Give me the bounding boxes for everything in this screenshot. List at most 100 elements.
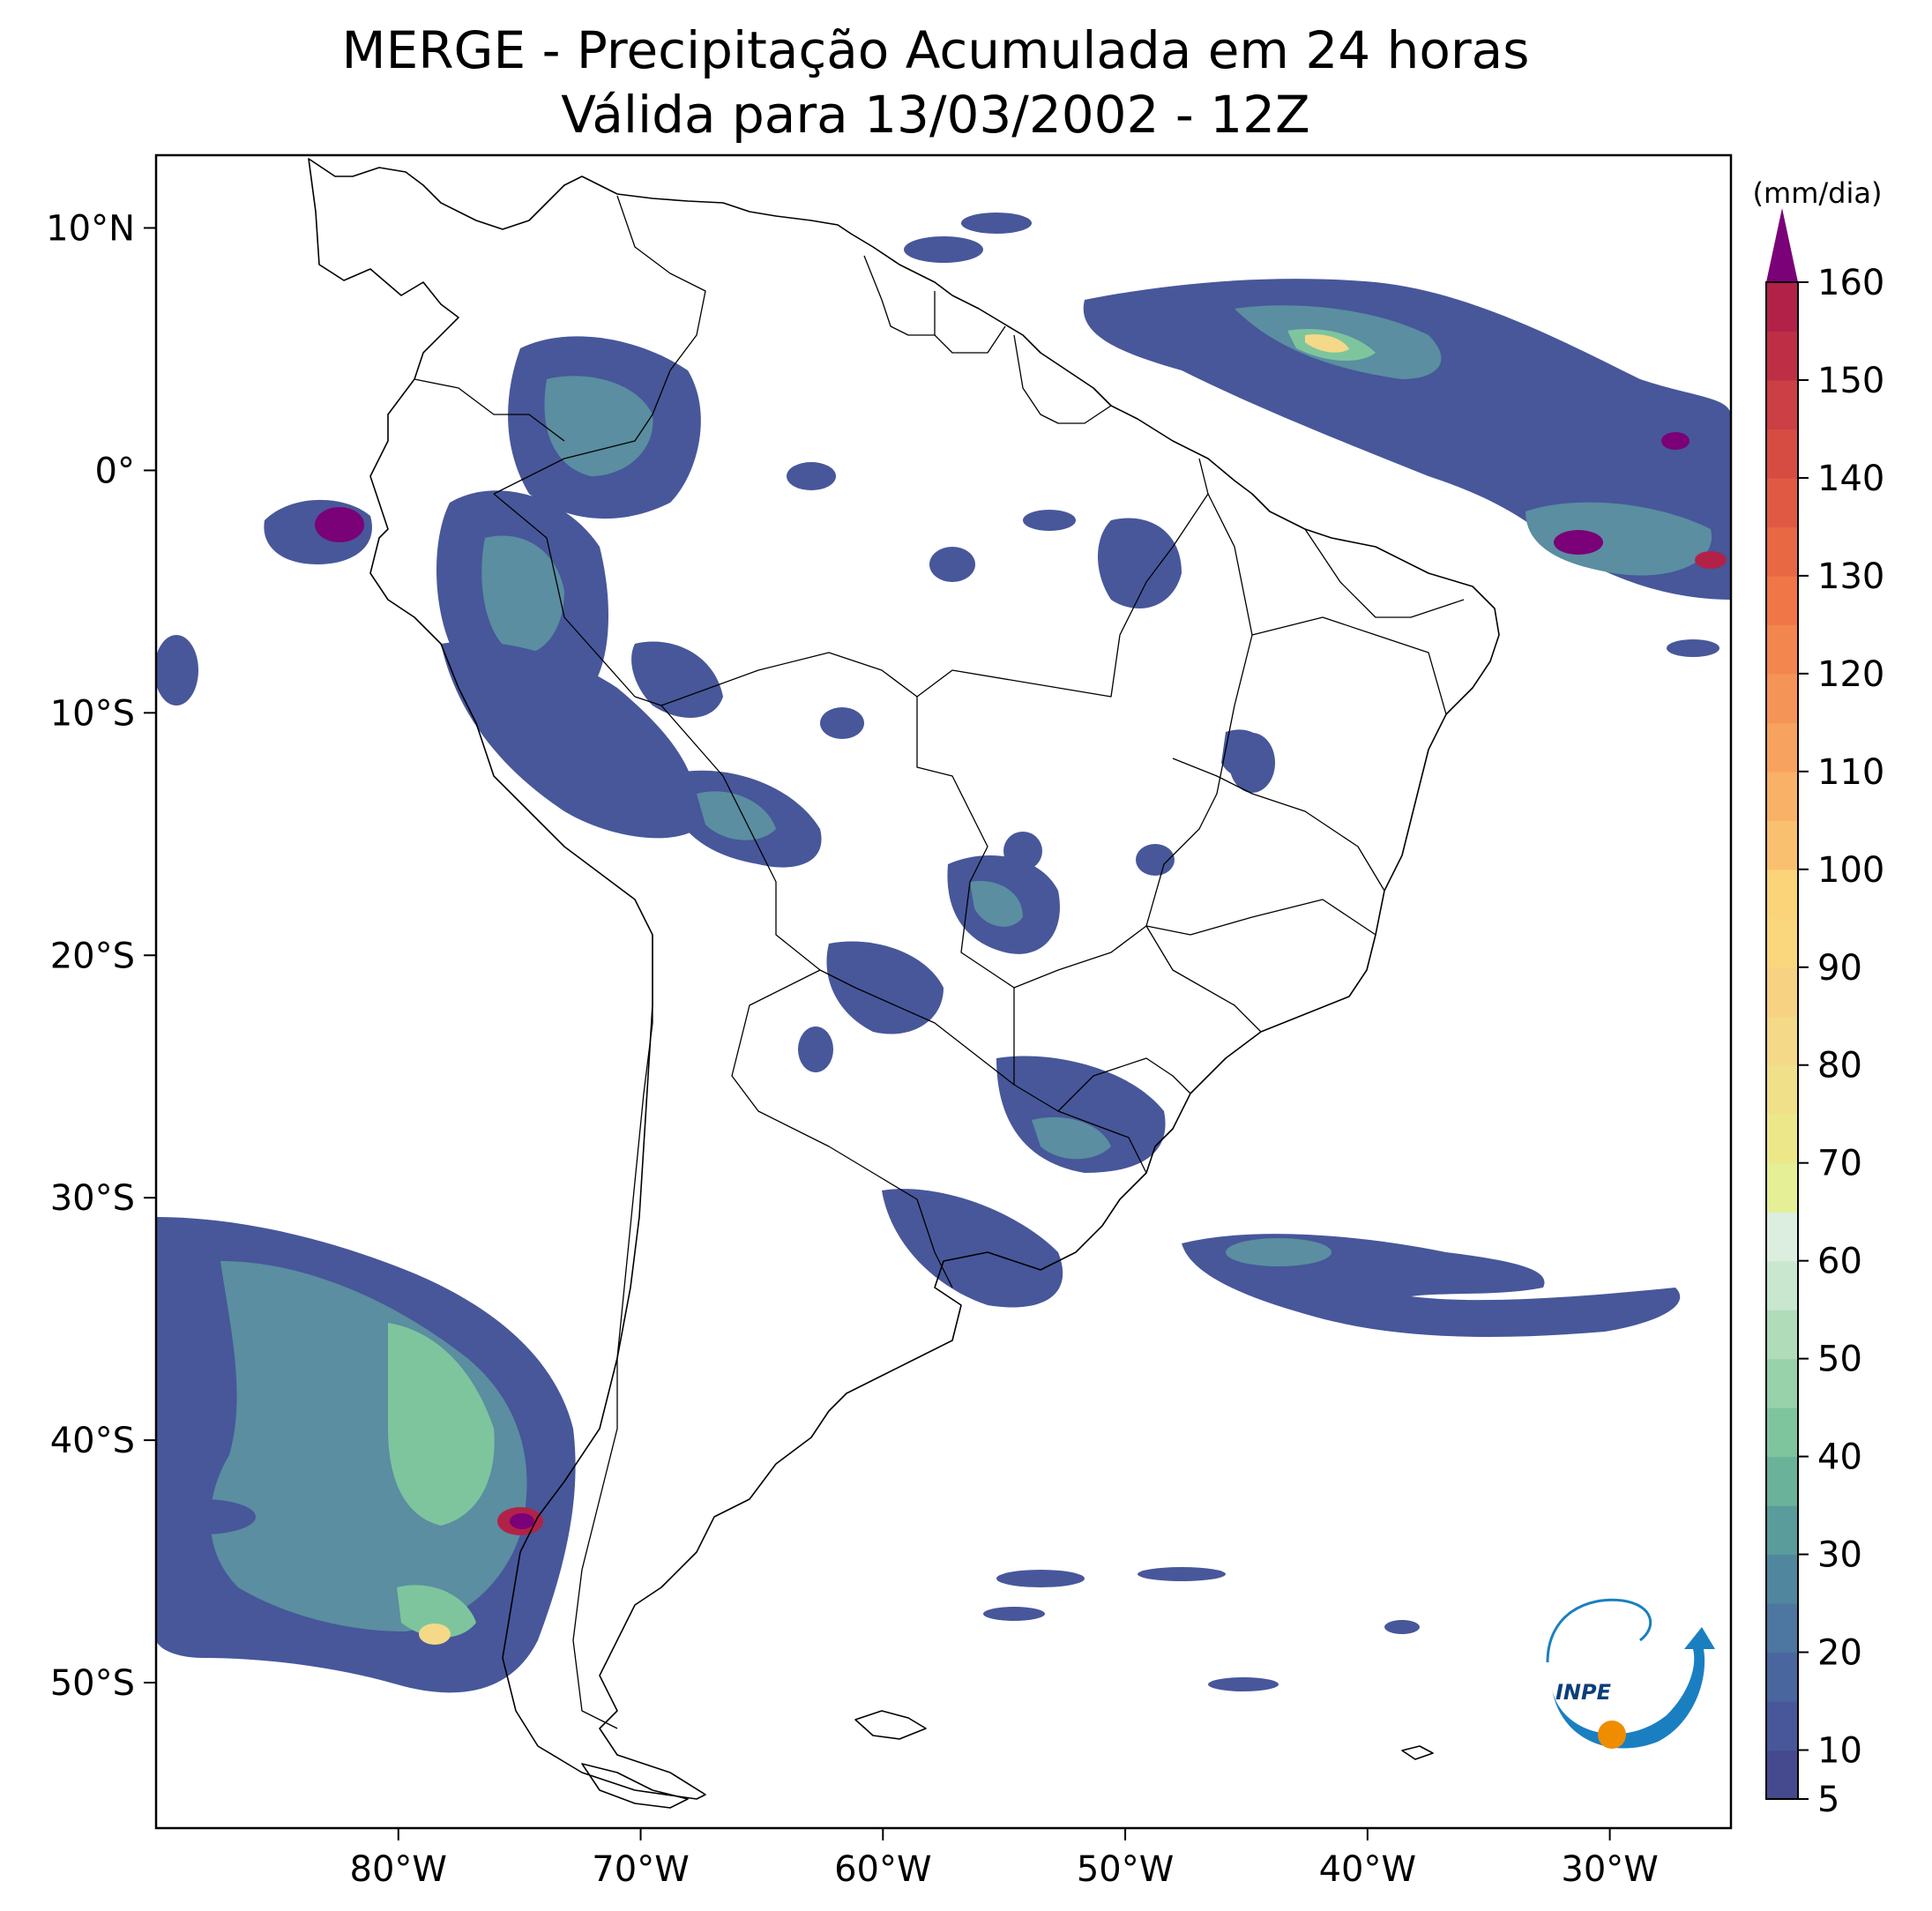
colorbar-band <box>1766 1358 1798 1408</box>
colorbar-tick-label: 140 <box>1817 459 1884 499</box>
map-area[interactable] <box>150 155 1731 1828</box>
precip-area <box>1695 551 1727 569</box>
colorbar-band <box>1766 477 1798 528</box>
precip-area <box>397 1585 476 1638</box>
border-line <box>1145 493 1262 1033</box>
colorbar-band <box>1766 1554 1798 1604</box>
lat-tick-label: 50°S <box>50 1663 135 1704</box>
precip-area <box>1305 334 1349 353</box>
precip-area <box>631 641 723 718</box>
border-line <box>731 969 953 1288</box>
colorbar-tick-label: 20 <box>1817 1633 1862 1674</box>
lat-tick-label: 30°S <box>50 1178 135 1219</box>
precip-area <box>1554 530 1603 555</box>
colorbar-band <box>1766 918 1798 968</box>
precip-area <box>510 1513 534 1529</box>
border-line <box>660 652 1147 1174</box>
border-line <box>1013 334 1112 424</box>
precip-area <box>1667 639 1719 657</box>
border-line <box>1251 616 1447 715</box>
latitude-axis: 10°N 0° 10°S 20°S 30°S 40°S 50°S <box>46 208 156 1704</box>
precip-area <box>904 236 983 263</box>
colorbar-band <box>1766 1114 1798 1164</box>
precip-area <box>1226 1238 1332 1266</box>
map-subtitle: Válida para 13/03/2002 - 12Z <box>561 85 1310 145</box>
south-georgia <box>1401 1745 1434 1760</box>
precip-area <box>996 1056 1166 1173</box>
colorbar-band <box>1766 1701 1798 1751</box>
colorbar-tick-label: 160 <box>1817 263 1884 303</box>
precip-area <box>820 707 864 739</box>
colorbar-band <box>1766 526 1798 577</box>
colorbar-extend-arrow <box>1766 208 1798 282</box>
precip-area <box>1136 844 1175 876</box>
precip-area <box>388 1323 495 1526</box>
colorbar-frame <box>1765 281 1799 1800</box>
colorbar-tick-label: 130 <box>1817 556 1884 597</box>
lon-tick-label: 50°W <box>1077 1849 1174 1890</box>
colorbar-band <box>1766 1603 1798 1653</box>
border-line <box>414 378 565 442</box>
border-line <box>493 493 750 830</box>
border-line <box>572 935 653 1729</box>
colorbar-bands <box>1766 282 1798 1800</box>
colorbar-band <box>1766 722 1798 773</box>
colorbar-band <box>1766 624 1798 675</box>
precip-area <box>156 1370 220 1416</box>
colorbar-tick-label: 110 <box>1817 752 1884 793</box>
colorbar-band <box>1766 429 1798 479</box>
precip-area <box>419 1624 451 1645</box>
coastline-south-america <box>308 158 1500 1800</box>
falkland-islands <box>854 1710 927 1740</box>
lat-tick-label: 40°S <box>50 1421 135 1461</box>
tierra-del-fuego <box>581 1763 689 1809</box>
colorbar-tick-label: 120 <box>1817 654 1884 695</box>
colorbar-band <box>1766 1310 1798 1360</box>
precip-area <box>1208 1677 1279 1691</box>
colorbar-tick-label: 70 <box>1817 1144 1862 1184</box>
precip-area <box>970 881 1023 927</box>
colorbar-ticks: 5 10 20 30 40 50 60 70 80 90 100 110 120 130 140 150 160 <box>1798 263 1884 1820</box>
border-line <box>493 195 706 495</box>
lon-tick-label: 70°W <box>592 1849 689 1890</box>
precip-area <box>156 635 198 705</box>
lat-tick-label: 10°S <box>50 693 135 734</box>
precip-area <box>315 507 364 542</box>
longitude-axis: 80°W 70°W 60°W 50°W 40°W 30°W <box>350 1828 1659 1890</box>
lat-tick-label: 0° <box>95 451 135 491</box>
colorbar-band <box>1766 1407 1798 1458</box>
border-line <box>1013 925 1147 989</box>
precip-area <box>1032 1116 1111 1160</box>
precip-area <box>1138 1567 1226 1581</box>
colorbar-band <box>1766 379 1798 430</box>
colorbar-tick-label: 80 <box>1817 1046 1862 1086</box>
precip-area <box>441 641 698 839</box>
colorbar-band <box>1766 673 1798 723</box>
lat-tick-label: 10°N <box>46 208 135 249</box>
colorbar-unit: (mm/dia) <box>1753 176 1883 210</box>
colorbar-band <box>1766 1016 1798 1066</box>
logo-arc <box>1546 1598 1652 1663</box>
colorbar-tick-label: 100 <box>1817 850 1884 891</box>
colorbar-band <box>1766 1456 1798 1506</box>
inpe-logo: INPE <box>1546 1598 1715 1749</box>
logo-swoosh <box>1552 1627 1715 1749</box>
country-borders <box>414 195 1465 1729</box>
precip-area <box>929 547 975 582</box>
colorbar-band <box>1766 1162 1798 1213</box>
colorbar-tick-label: 90 <box>1817 948 1862 989</box>
precip-area <box>697 791 776 840</box>
lon-tick-label: 40°W <box>1319 1849 1416 1890</box>
precip-area <box>826 941 944 1034</box>
colorbar-band <box>1766 575 1798 625</box>
logo-text: INPE <box>1555 1680 1612 1705</box>
precip-area <box>798 1026 833 1072</box>
precip-area <box>1229 733 1275 793</box>
precip-area <box>1023 510 1076 531</box>
colorbar-band <box>1766 331 1798 381</box>
precip-area <box>1525 502 1712 576</box>
map-title: MERGE - Precipitação Acumulada em 24 hor… <box>342 20 1530 80</box>
colorbar-band <box>1766 1064 1798 1115</box>
colorbar-band <box>1766 1750 1798 1800</box>
colorbar-band <box>1766 820 1798 870</box>
